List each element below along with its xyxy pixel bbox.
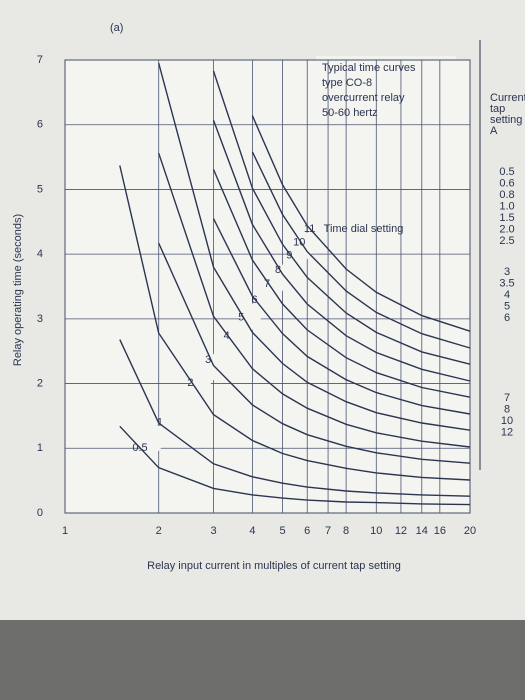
time-curve xyxy=(119,425,471,506)
chart-title: 50-60 hertz xyxy=(322,107,378,119)
time-curve xyxy=(119,339,471,497)
x-tick-label: 2 xyxy=(156,525,162,537)
tap-setting: 1.5 xyxy=(499,212,514,224)
tap-header: setting xyxy=(490,114,522,126)
tap-setting: 6 xyxy=(504,312,510,324)
tap-setting: 2.5 xyxy=(499,235,514,247)
dial-label: 8 xyxy=(275,264,281,276)
time-curve xyxy=(158,152,471,448)
dial-label: 5 xyxy=(238,311,244,323)
tap-setting: 10 xyxy=(501,415,513,427)
time-curve xyxy=(251,115,471,332)
tap-setting: 5 xyxy=(504,300,510,312)
tap-setting: 4 xyxy=(504,289,510,301)
background xyxy=(0,620,525,700)
y-tick-label: 4 xyxy=(37,248,43,260)
y-axis-label: Relay operating time (seconds) xyxy=(12,214,24,366)
panel-label: (a) xyxy=(110,22,123,34)
dial-label: 7 xyxy=(264,278,270,290)
dial-label: 0.5 xyxy=(132,442,147,454)
dial-label: 2 xyxy=(187,377,193,389)
tap-setting: 3 xyxy=(504,266,510,278)
time-curve xyxy=(212,70,471,365)
time-curve xyxy=(158,63,471,431)
tap-setting: 0.5 xyxy=(499,166,514,178)
time-curve xyxy=(158,242,471,464)
x-tick-label: 3 xyxy=(210,525,216,537)
y-tick-label: 6 xyxy=(37,119,43,131)
x-tick-label: 5 xyxy=(280,525,286,537)
y-tick-label: 3 xyxy=(37,313,43,325)
time-curve xyxy=(212,119,471,382)
x-tick-label: 8 xyxy=(343,525,349,537)
time-curve xyxy=(119,165,471,481)
tap-setting: 2.0 xyxy=(499,223,514,235)
tap-setting: 8 xyxy=(504,403,510,415)
tap-setting: 0.8 xyxy=(499,189,514,201)
dial-label: 4 xyxy=(224,330,230,342)
tap-header: Current xyxy=(490,92,525,104)
dial-label: 11 xyxy=(304,223,315,235)
tap-header: tap xyxy=(490,103,505,115)
time-curve xyxy=(251,151,471,349)
tap-setting: 3.5 xyxy=(499,277,514,289)
y-tick-label: 1 xyxy=(37,442,43,454)
dial-label: 6 xyxy=(251,294,257,306)
x-tick-label: 7 xyxy=(325,525,331,537)
x-tick-label: 12 xyxy=(395,525,407,537)
x-tick-label: 10 xyxy=(370,525,382,537)
x-tick-label: 4 xyxy=(249,525,255,537)
label-band xyxy=(133,227,325,467)
y-tick-label: 7 xyxy=(37,54,43,66)
annotation: Time dial setting xyxy=(324,223,404,235)
dial-label: 10 xyxy=(293,236,305,248)
dial-label: 3 xyxy=(205,354,211,366)
chart-title: Typical time curves xyxy=(322,62,416,74)
tap-setting: 0.6 xyxy=(499,177,514,189)
y-tick-label: 0 xyxy=(37,507,43,519)
x-tick-label: 16 xyxy=(434,525,446,537)
dial-label: 1 xyxy=(157,416,163,428)
x-tick-label: 6 xyxy=(304,525,310,537)
chart-title: overcurrent relay xyxy=(322,92,405,104)
x-tick-label: 20 xyxy=(464,525,476,537)
x-axis-label: Relay input current in multiples of curr… xyxy=(147,560,401,572)
tap-setting: 7 xyxy=(504,392,510,404)
y-tick-label: 5 xyxy=(37,183,43,195)
time-curve xyxy=(212,218,471,415)
dial-label: 9 xyxy=(286,249,292,261)
tap-header: A xyxy=(490,125,498,137)
x-tick-label: 1 xyxy=(62,525,68,537)
tap-setting: 1.0 xyxy=(499,200,514,212)
time-curve xyxy=(212,169,471,398)
tap-setting: 12 xyxy=(501,426,513,438)
y-tick-label: 2 xyxy=(37,377,43,389)
x-tick-label: 14 xyxy=(416,525,428,537)
chart-title: type CO-8 xyxy=(322,77,372,89)
